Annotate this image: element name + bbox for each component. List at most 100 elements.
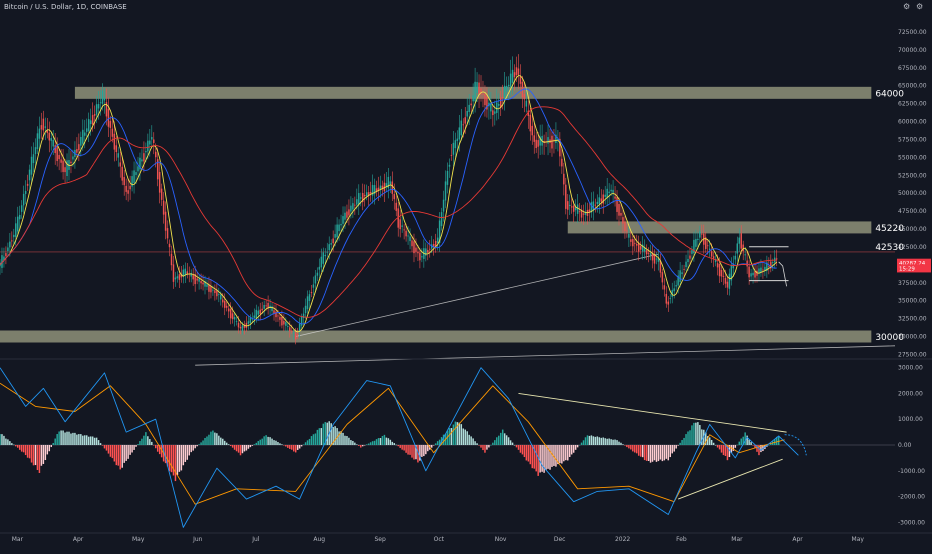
- candle-body: [206, 284, 208, 287]
- macd-histogram-bar: [683, 437, 685, 445]
- candle-body: [393, 194, 396, 200]
- macd-histogram-bar: [503, 433, 506, 445]
- macd-histogram-bar: [204, 437, 206, 445]
- candle-body: [705, 237, 707, 249]
- candle-body: [291, 330, 293, 332]
- candle-body: [691, 250, 693, 254]
- candle-body: [744, 254, 746, 256]
- candle-body: [494, 111, 496, 114]
- candle-body: [480, 88, 482, 95]
- macd-histogram-bar: [231, 445, 234, 448]
- candle-body: [509, 73, 512, 87]
- candle-body: [468, 104, 470, 112]
- candle-body: [651, 253, 654, 261]
- macd-histogram-bar: [777, 436, 780, 445]
- macd-histogram-bar: [699, 424, 701, 445]
- candle-body: [198, 278, 200, 282]
- candle-body: [358, 193, 360, 205]
- macd-histogram-bar: [568, 445, 571, 457]
- macd-histogram-bar: [350, 440, 352, 445]
- candle-body: [354, 204, 356, 206]
- candle-body: [80, 136, 82, 146]
- macd-histogram-bar: [358, 445, 360, 446]
- date-axis-tick: Apr: [792, 536, 803, 543]
- candle-body: [42, 118, 45, 131]
- candle-body: [637, 242, 640, 252]
- candle-body: [72, 156, 74, 160]
- macd-histogram-bar: [194, 445, 196, 449]
- candle-body: [444, 181, 447, 201]
- macd-histogram-bar: [549, 445, 551, 470]
- price-axis-tick: 72500.00: [898, 29, 927, 36]
- macd-histogram-bar: [80, 434, 82, 445]
- candle-body: [125, 185, 127, 192]
- macd-histogram-bar: [752, 445, 754, 446]
- macd-histogram-bar: [555, 445, 557, 467]
- macd-histogram-bar: [620, 442, 622, 445]
- candle-body: [657, 257, 660, 262]
- candle-body: [728, 273, 731, 289]
- candle-body: [614, 196, 616, 199]
- date-axis-tick: Nov: [495, 536, 507, 543]
- macd-histogram-bar: [119, 445, 121, 470]
- candle-body: [95, 104, 98, 115]
- candle-body: [722, 275, 725, 277]
- macd-histogram-bar: [760, 445, 762, 453]
- macd-histogram-bar: [220, 437, 222, 445]
- date-axis-tick: Mar: [12, 536, 24, 543]
- macd-signal-line: [0, 382, 785, 505]
- macd-histogram-bar: [661, 445, 664, 462]
- macd-histogram-bar: [539, 445, 541, 473]
- macd-histogram-bar: [385, 437, 388, 445]
- candle-body: [527, 110, 530, 117]
- candle-body: [289, 327, 291, 332]
- candle-body: [107, 108, 110, 127]
- candle-body: [89, 120, 92, 125]
- zone-45220: [567, 221, 872, 234]
- macd-histogram-bar: [679, 442, 681, 445]
- candle-body: [26, 183, 29, 186]
- macd-histogram-bar: [434, 443, 437, 445]
- macd-histogram-bar: [202, 440, 204, 445]
- candle-body: [166, 228, 169, 239]
- macd-histogram-bar: [496, 437, 498, 445]
- date-axis-tick: Mar: [731, 536, 743, 543]
- macd-histogram-bar: [292, 445, 295, 452]
- candle-body: [273, 310, 275, 314]
- price-axis-tick: 27500.00: [898, 351, 927, 358]
- candle-body: [361, 193, 364, 203]
- macd-histogram-bar: [720, 445, 723, 453]
- candle-body: [344, 212, 346, 220]
- candle-body: [655, 258, 658, 260]
- macd-histogram-bar: [109, 445, 112, 457]
- macd-histogram-bar: [127, 445, 129, 459]
- price-axis-tick: 42500.00: [898, 244, 927, 251]
- macd-histogram-bar: [389, 439, 392, 445]
- candle-body: [598, 197, 601, 204]
- candle-body: [121, 166, 123, 181]
- macd-histogram-bar: [30, 445, 33, 463]
- candle-body: [592, 201, 595, 211]
- candle-body: [360, 197, 362, 199]
- candle-body: [267, 302, 269, 309]
- gear-icon[interactable]: ⚙: [916, 2, 924, 11]
- macd-histogram-bar: [172, 445, 175, 476]
- candle-body: [608, 191, 610, 193]
- candle-body: [115, 145, 118, 152]
- candle-body: [523, 94, 526, 100]
- candle-body: [533, 135, 535, 142]
- macd-histogram-bar: [277, 442, 279, 445]
- macd-axis-tick: 3000.00: [898, 365, 923, 372]
- candle-body: [218, 294, 220, 296]
- candle-body: [346, 211, 348, 218]
- candle-body: [330, 243, 332, 245]
- candle-body: [310, 292, 313, 294]
- candle-body: [594, 204, 597, 206]
- candle-body: [139, 157, 141, 170]
- settings-icon[interactable]: ⚙: [903, 2, 911, 11]
- macd-histogram-bar: [361, 445, 364, 447]
- macd-histogram-bar: [36, 445, 39, 471]
- candle-body: [718, 263, 721, 277]
